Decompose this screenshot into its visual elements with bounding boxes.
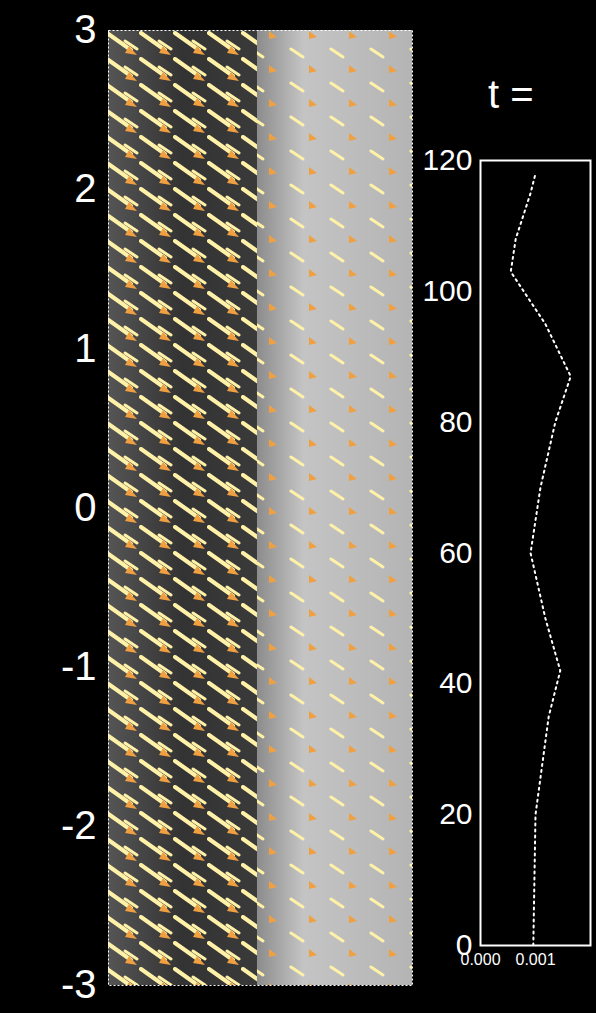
svg-text:-3: -3 [61,962,97,1006]
svg-text:0: 0 [455,928,473,962]
svg-text:0.000: 0.000 [460,951,500,968]
svg-text:100: 100 [422,274,472,307]
svg-text:-1: -1 [61,644,97,688]
svg-text:20: 20 [439,797,472,830]
svg-text:2: 2 [74,166,96,210]
svg-text:3: 3 [74,7,96,51]
svg-text:-2: -2 [61,803,97,847]
svg-text:40: 40 [439,666,472,699]
svg-text:0.001: 0.001 [515,951,555,968]
svg-text:80: 80 [439,405,472,438]
svg-text:120: 120 [422,143,472,176]
html-text:t =: t = [488,72,534,116]
svg-text:60: 60 [439,536,472,569]
svg-text:0: 0 [74,485,96,529]
svg-text:1: 1 [74,326,96,370]
